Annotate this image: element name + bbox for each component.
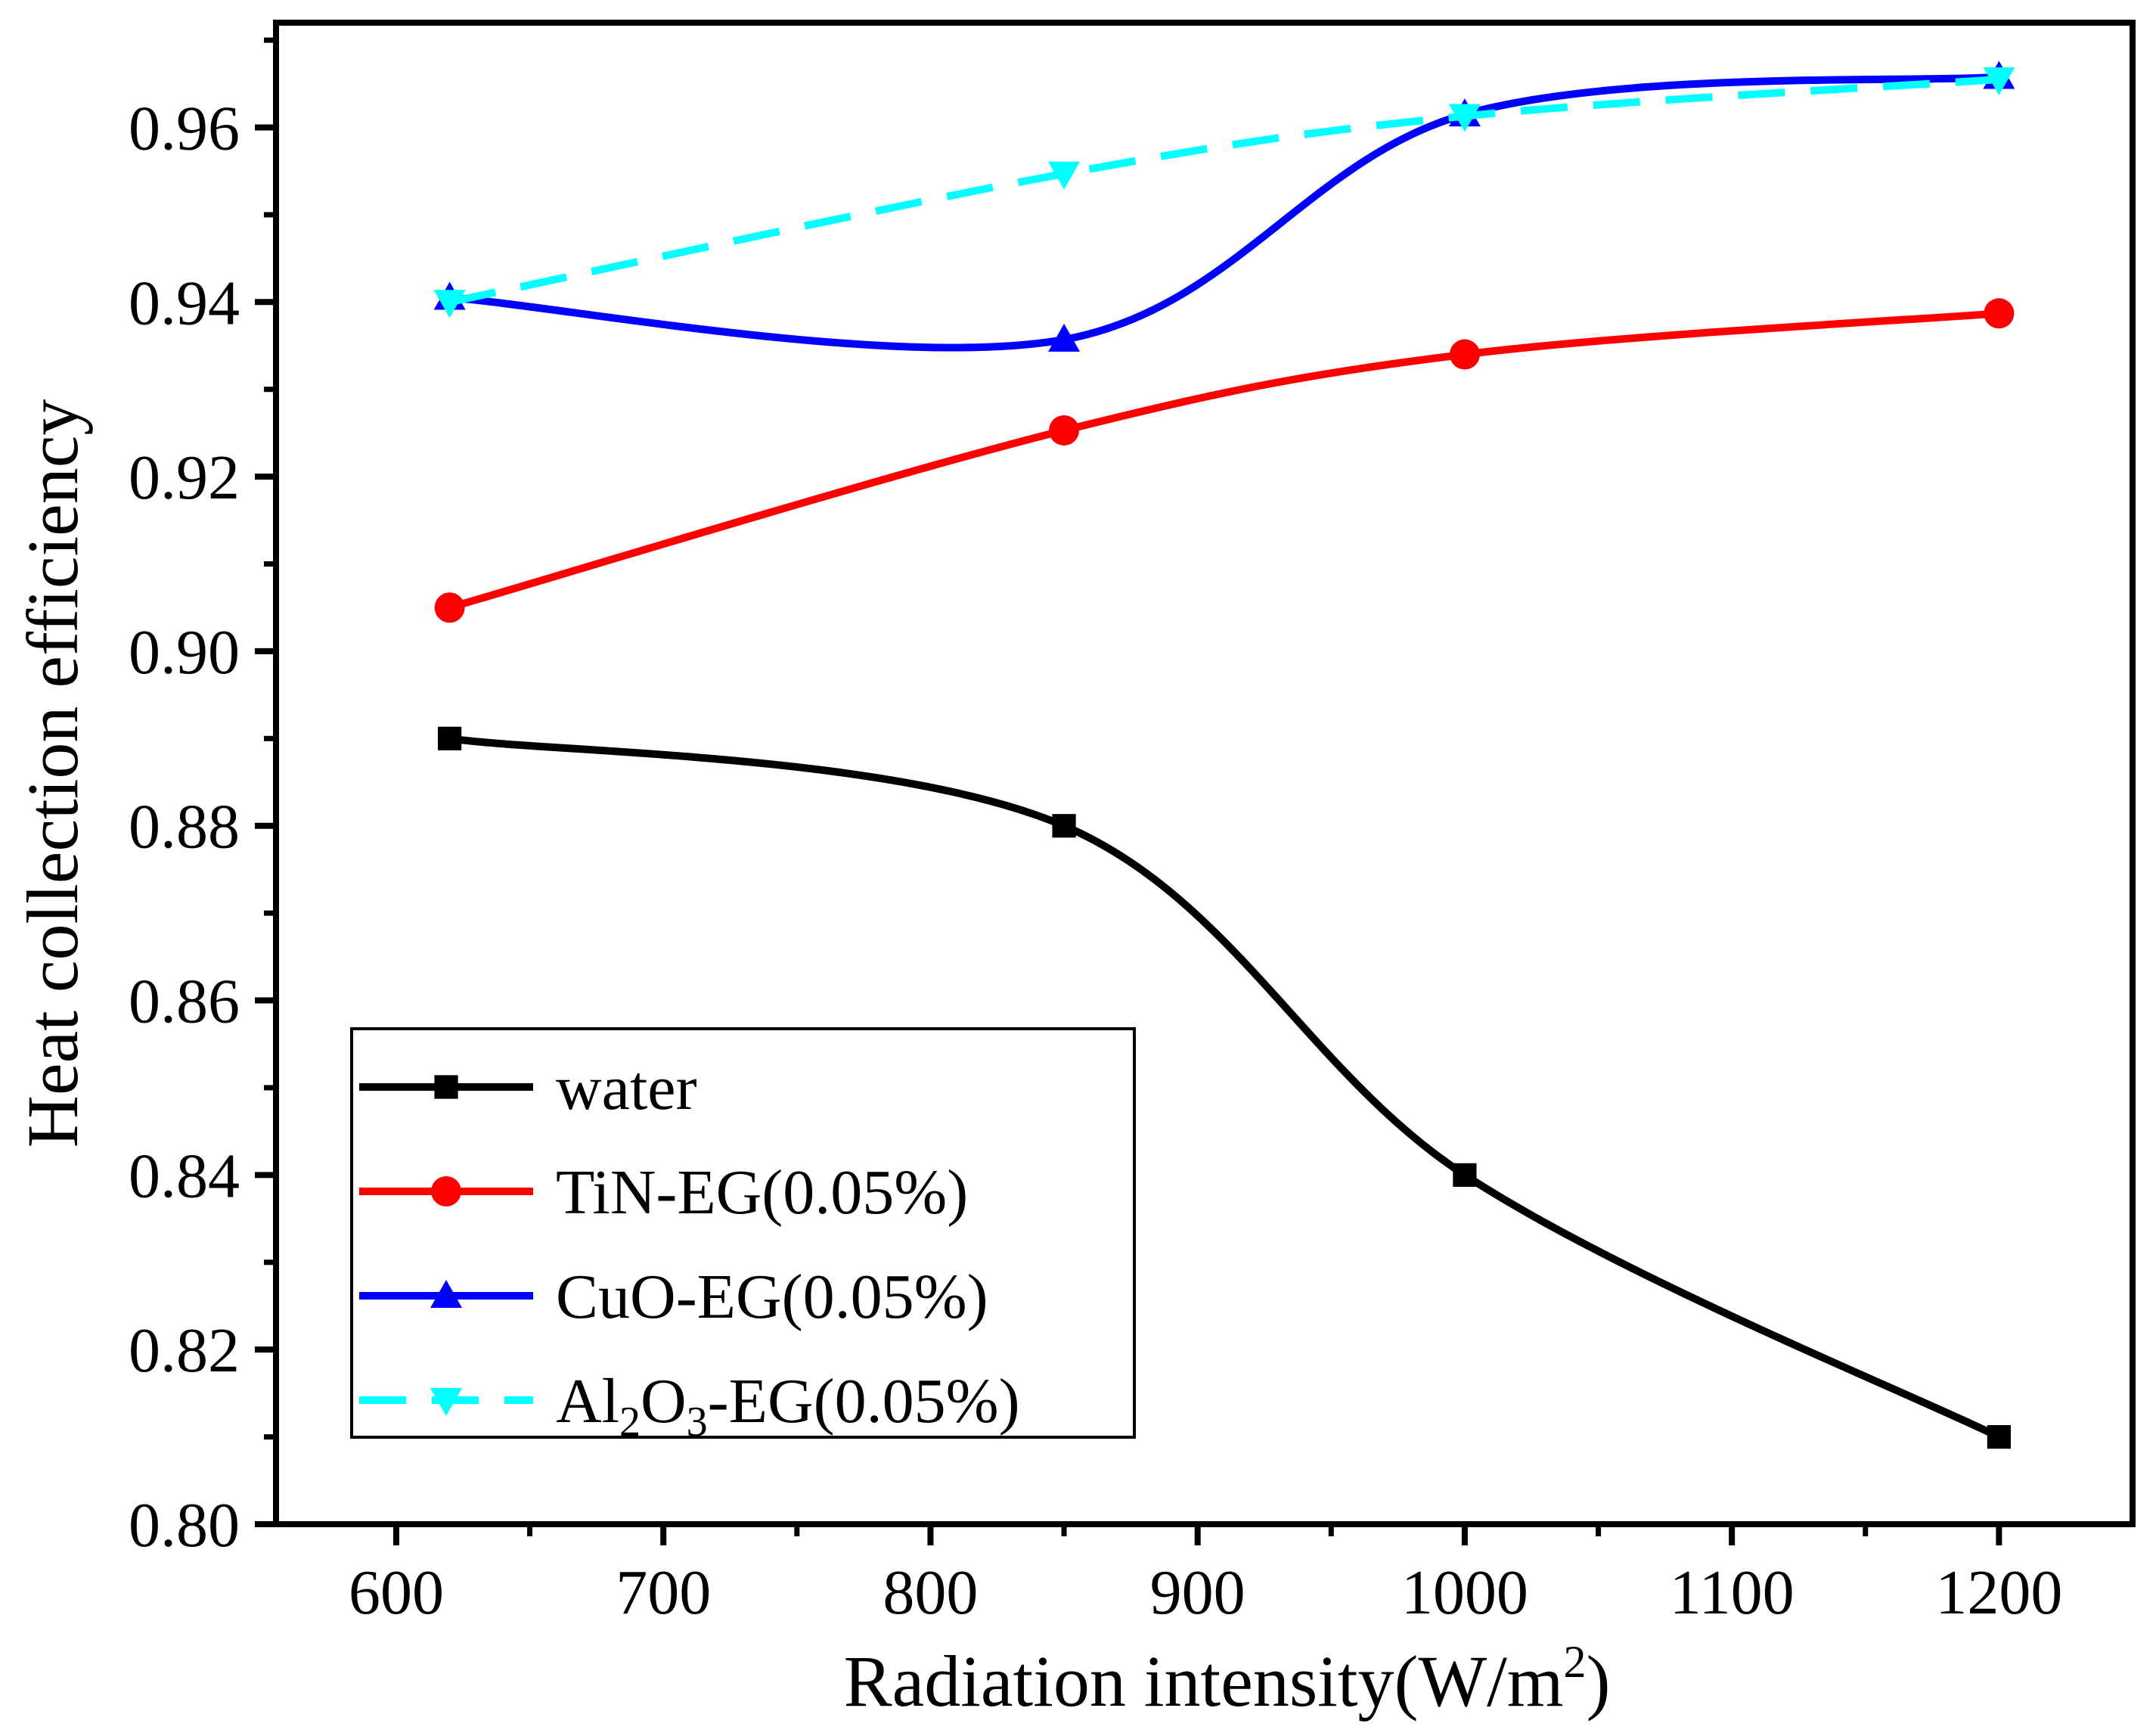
legend-marker xyxy=(431,1176,461,1207)
series-3 xyxy=(433,61,2015,352)
data-point xyxy=(1449,339,1480,370)
axes-layer: 600 700 800 900 1000 1100 1200 0.80 0.82 0.84 0.86… xyxy=(12,20,2136,1722)
legend-marker xyxy=(434,1075,458,1099)
y-tick-label: 0.82 xyxy=(129,1315,240,1386)
legend: water TiN-EG(0.05%) CuO-EG(0.05%) Al2O3-EG(… xyxy=(350,1027,1136,1446)
series-1 xyxy=(438,726,2011,1449)
legend-item: Al2O3-EG(0.05%) xyxy=(359,1366,1020,1446)
legend-marker xyxy=(430,1280,462,1308)
series-line xyxy=(449,73,1999,352)
x-tick-label: 1100 xyxy=(1670,1557,1795,1628)
y-tick-label: 0.90 xyxy=(129,617,240,688)
y-tick-label: 0.94 xyxy=(129,268,240,338)
data-point xyxy=(433,290,466,318)
plot-frame xyxy=(273,20,2136,1527)
x-tick-label: 900 xyxy=(1150,1557,1246,1628)
legend-label: TiN-EG(0.05%) xyxy=(556,1157,968,1228)
y-tick-label: 0.92 xyxy=(129,443,240,513)
legend-box xyxy=(350,1027,1136,1439)
x-tick-label: 700 xyxy=(616,1557,711,1628)
y-tick-label: 0.96 xyxy=(129,93,240,163)
data-point xyxy=(1453,1163,1477,1187)
legend-item: water xyxy=(359,1053,697,1123)
series-line xyxy=(448,309,1999,612)
data-point xyxy=(1983,67,2015,96)
series-4 xyxy=(433,67,2015,318)
x-axis-title: Radiation intensity(W/m2) xyxy=(844,1637,1611,1722)
data-point xyxy=(1049,415,1080,446)
y-tick-label: 0.86 xyxy=(129,967,240,1037)
series-layer xyxy=(433,61,2015,1449)
y-tick-label: 0.80 xyxy=(129,1490,240,1561)
y-axis-title: Heat collection efficiency xyxy=(12,399,93,1148)
x-tick-label: 600 xyxy=(349,1557,444,1628)
series-2 xyxy=(434,298,2015,623)
series-line xyxy=(448,734,2001,1441)
data-point xyxy=(1987,1424,2011,1449)
x-tick-label: 800 xyxy=(883,1557,978,1628)
data-point xyxy=(438,726,462,750)
data-point xyxy=(1984,298,2015,329)
y-tick-label: 0.84 xyxy=(129,1141,240,1211)
legend-label: Al2O3-EG(0.05%) xyxy=(556,1366,1020,1446)
data-point xyxy=(1052,814,1076,838)
legend-marker xyxy=(430,1388,462,1416)
legend-label: water xyxy=(556,1053,697,1123)
series-line xyxy=(448,76,1999,306)
data-point xyxy=(1048,161,1081,190)
data-point xyxy=(1048,323,1081,352)
y-tick-label: 0.88 xyxy=(129,792,240,862)
x-tick-label: 1000 xyxy=(1401,1557,1528,1628)
data-point xyxy=(1448,104,1481,132)
data-point xyxy=(434,592,465,623)
legend-label: CuO-EG(0.05%) xyxy=(556,1262,988,1332)
x-tick-label: 1200 xyxy=(1935,1557,2062,1628)
legend-item: CuO-EG(0.05%) xyxy=(359,1262,988,1332)
legend-item: TiN-EG(0.05%) xyxy=(359,1157,968,1228)
